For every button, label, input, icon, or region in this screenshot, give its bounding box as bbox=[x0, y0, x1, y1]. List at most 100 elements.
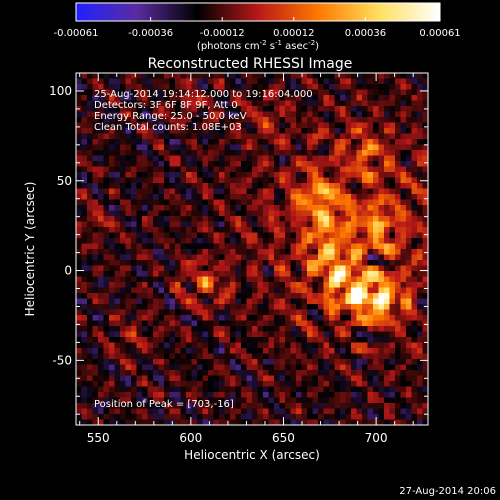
heatmap-cell bbox=[81, 227, 88, 233]
heatmap-cell bbox=[362, 386, 368, 393]
heatmap-cell bbox=[307, 205, 313, 211]
heatmap-cell bbox=[114, 238, 121, 244]
heatmap-cell bbox=[114, 265, 121, 272]
heatmap-cell bbox=[417, 337, 423, 343]
heatmap-cell bbox=[230, 320, 236, 327]
heatmap-cell bbox=[378, 282, 385, 288]
heatmap-cell bbox=[395, 122, 401, 129]
heatmap-cell bbox=[131, 326, 137, 332]
heatmap-cell bbox=[92, 337, 99, 343]
heatmap-cell bbox=[235, 183, 242, 189]
heatmap-cell bbox=[76, 403, 82, 409]
heatmap-cell bbox=[136, 337, 143, 343]
heatmap-cell bbox=[290, 386, 297, 393]
heatmap-cell bbox=[268, 106, 275, 112]
heatmap-cell bbox=[98, 238, 104, 244]
heatmap-cell bbox=[109, 177, 115, 184]
heatmap-cell bbox=[136, 370, 143, 376]
heatmap-cell bbox=[114, 122, 121, 129]
heatmap-cell bbox=[334, 243, 341, 250]
heatmap-cell bbox=[142, 95, 148, 101]
heatmap-cell bbox=[422, 139, 429, 145]
heatmap-cell bbox=[406, 386, 412, 393]
heatmap-cell bbox=[103, 221, 110, 228]
heatmap-cell bbox=[103, 183, 110, 189]
heatmap-cell bbox=[384, 370, 390, 376]
heatmap-cell bbox=[235, 221, 242, 228]
heatmap-cell bbox=[422, 265, 429, 272]
heatmap-cell bbox=[285, 100, 291, 107]
heatmap-cell bbox=[400, 133, 407, 140]
heatmap-cell bbox=[81, 100, 88, 107]
heatmap-cell bbox=[279, 359, 286, 365]
heatmap-cell bbox=[153, 188, 159, 195]
heatmap-cell bbox=[417, 122, 423, 129]
heatmap-cell bbox=[213, 205, 220, 211]
heatmap-cell bbox=[230, 161, 236, 167]
heatmap-cell bbox=[268, 271, 275, 277]
heatmap-cell bbox=[180, 337, 187, 343]
heatmap-cell bbox=[125, 172, 132, 178]
heatmap-cell bbox=[274, 172, 280, 178]
heatmap-cell bbox=[180, 293, 187, 299]
heatmap-cell bbox=[147, 381, 154, 387]
heatmap-cell bbox=[153, 298, 159, 305]
heatmap-cell bbox=[213, 95, 220, 101]
heatmap-cell bbox=[307, 353, 313, 360]
heatmap-cell bbox=[362, 155, 368, 162]
heatmap-cell bbox=[274, 84, 280, 90]
heatmap-cell bbox=[373, 161, 379, 167]
heatmap-cell bbox=[125, 188, 132, 195]
heatmap-cell bbox=[351, 386, 357, 393]
heatmap-cell bbox=[98, 287, 104, 294]
heatmap-cell bbox=[98, 315, 104, 321]
heatmap-cell bbox=[180, 331, 187, 338]
heatmap-cell bbox=[191, 271, 198, 277]
heatmap-cell bbox=[268, 89, 275, 96]
heatmap-cell bbox=[417, 282, 423, 288]
heatmap-cell bbox=[180, 326, 187, 332]
heatmap-cell bbox=[164, 304, 170, 310]
heatmap-cell bbox=[323, 100, 330, 107]
heatmap-cell bbox=[87, 260, 93, 266]
heatmap-cell bbox=[131, 353, 137, 360]
heatmap-cell bbox=[312, 216, 319, 222]
heatmap-cell bbox=[356, 309, 363, 316]
heatmap-cell bbox=[114, 205, 121, 211]
heatmap-cell bbox=[180, 370, 187, 376]
heatmap-cell bbox=[400, 282, 407, 288]
heatmap-cell bbox=[147, 139, 154, 145]
heatmap-cell bbox=[76, 73, 82, 79]
heatmap-cell bbox=[263, 419, 269, 426]
heatmap-cell bbox=[340, 89, 346, 96]
heatmap-cell bbox=[274, 326, 280, 332]
heatmap-cell bbox=[274, 150, 280, 156]
heatmap-cell bbox=[384, 73, 390, 79]
heatmap-cell bbox=[362, 95, 368, 101]
heatmap-cell bbox=[345, 227, 352, 233]
heatmap-cell bbox=[384, 111, 390, 118]
heatmap-cell bbox=[164, 249, 170, 255]
heatmap-cell bbox=[400, 408, 407, 415]
heatmap-cell bbox=[422, 183, 429, 189]
heatmap-cell bbox=[340, 243, 346, 250]
heatmap-cell bbox=[290, 155, 297, 162]
heatmap-cell bbox=[202, 298, 209, 305]
heatmap-cell bbox=[142, 183, 148, 189]
heatmap-cell bbox=[274, 381, 280, 387]
heatmap-cell bbox=[307, 271, 313, 277]
heatmap-cell bbox=[219, 243, 225, 250]
heatmap-cell bbox=[109, 309, 115, 316]
heatmap-cell bbox=[340, 177, 346, 184]
heatmap-cell bbox=[257, 111, 264, 118]
heatmap-cell bbox=[411, 205, 418, 211]
heatmap-cell bbox=[400, 326, 407, 332]
heatmap-cell bbox=[241, 254, 247, 261]
heatmap-cell bbox=[103, 392, 110, 398]
heatmap-cell bbox=[175, 364, 181, 371]
heatmap-cell bbox=[301, 243, 308, 250]
heatmap-cell bbox=[191, 408, 198, 415]
heatmap-cell bbox=[241, 408, 247, 415]
heatmap-cell bbox=[186, 265, 192, 272]
heatmap-cell bbox=[120, 133, 126, 140]
